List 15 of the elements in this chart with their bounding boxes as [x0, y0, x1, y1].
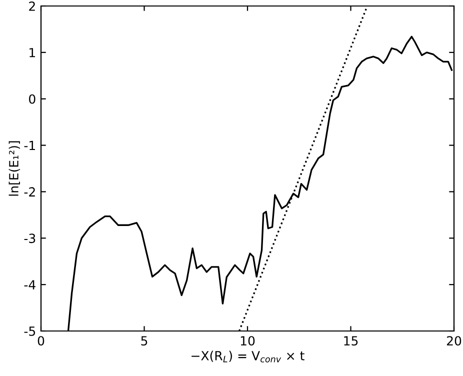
x-tick-label: 20 — [446, 336, 462, 346]
x-tick-label: 0 — [38, 336, 44, 346]
x-axis-title: −X(R$_{L}$) = V$_{conv}$ × t — [192, 350, 304, 362]
y-tick-label: 2 — [29, 1, 35, 11]
y-axis-title: ln[E(E₁²)] — [8, 141, 20, 196]
y-tick-label: -4 — [24, 280, 36, 290]
x-tick-label: 5 — [141, 336, 148, 346]
y-tick-label: -3 — [24, 234, 36, 244]
x-tick-label: 15 — [344, 336, 358, 346]
y-tick-label: 1 — [30, 48, 35, 58]
y-tick-label: 0 — [29, 94, 36, 104]
x-tick-label: 10 — [240, 336, 255, 346]
y-tick-label: -5 — [24, 326, 36, 336]
y-tick-label: -2 — [24, 187, 35, 196]
y-tick-label: -1 — [24, 140, 35, 150]
